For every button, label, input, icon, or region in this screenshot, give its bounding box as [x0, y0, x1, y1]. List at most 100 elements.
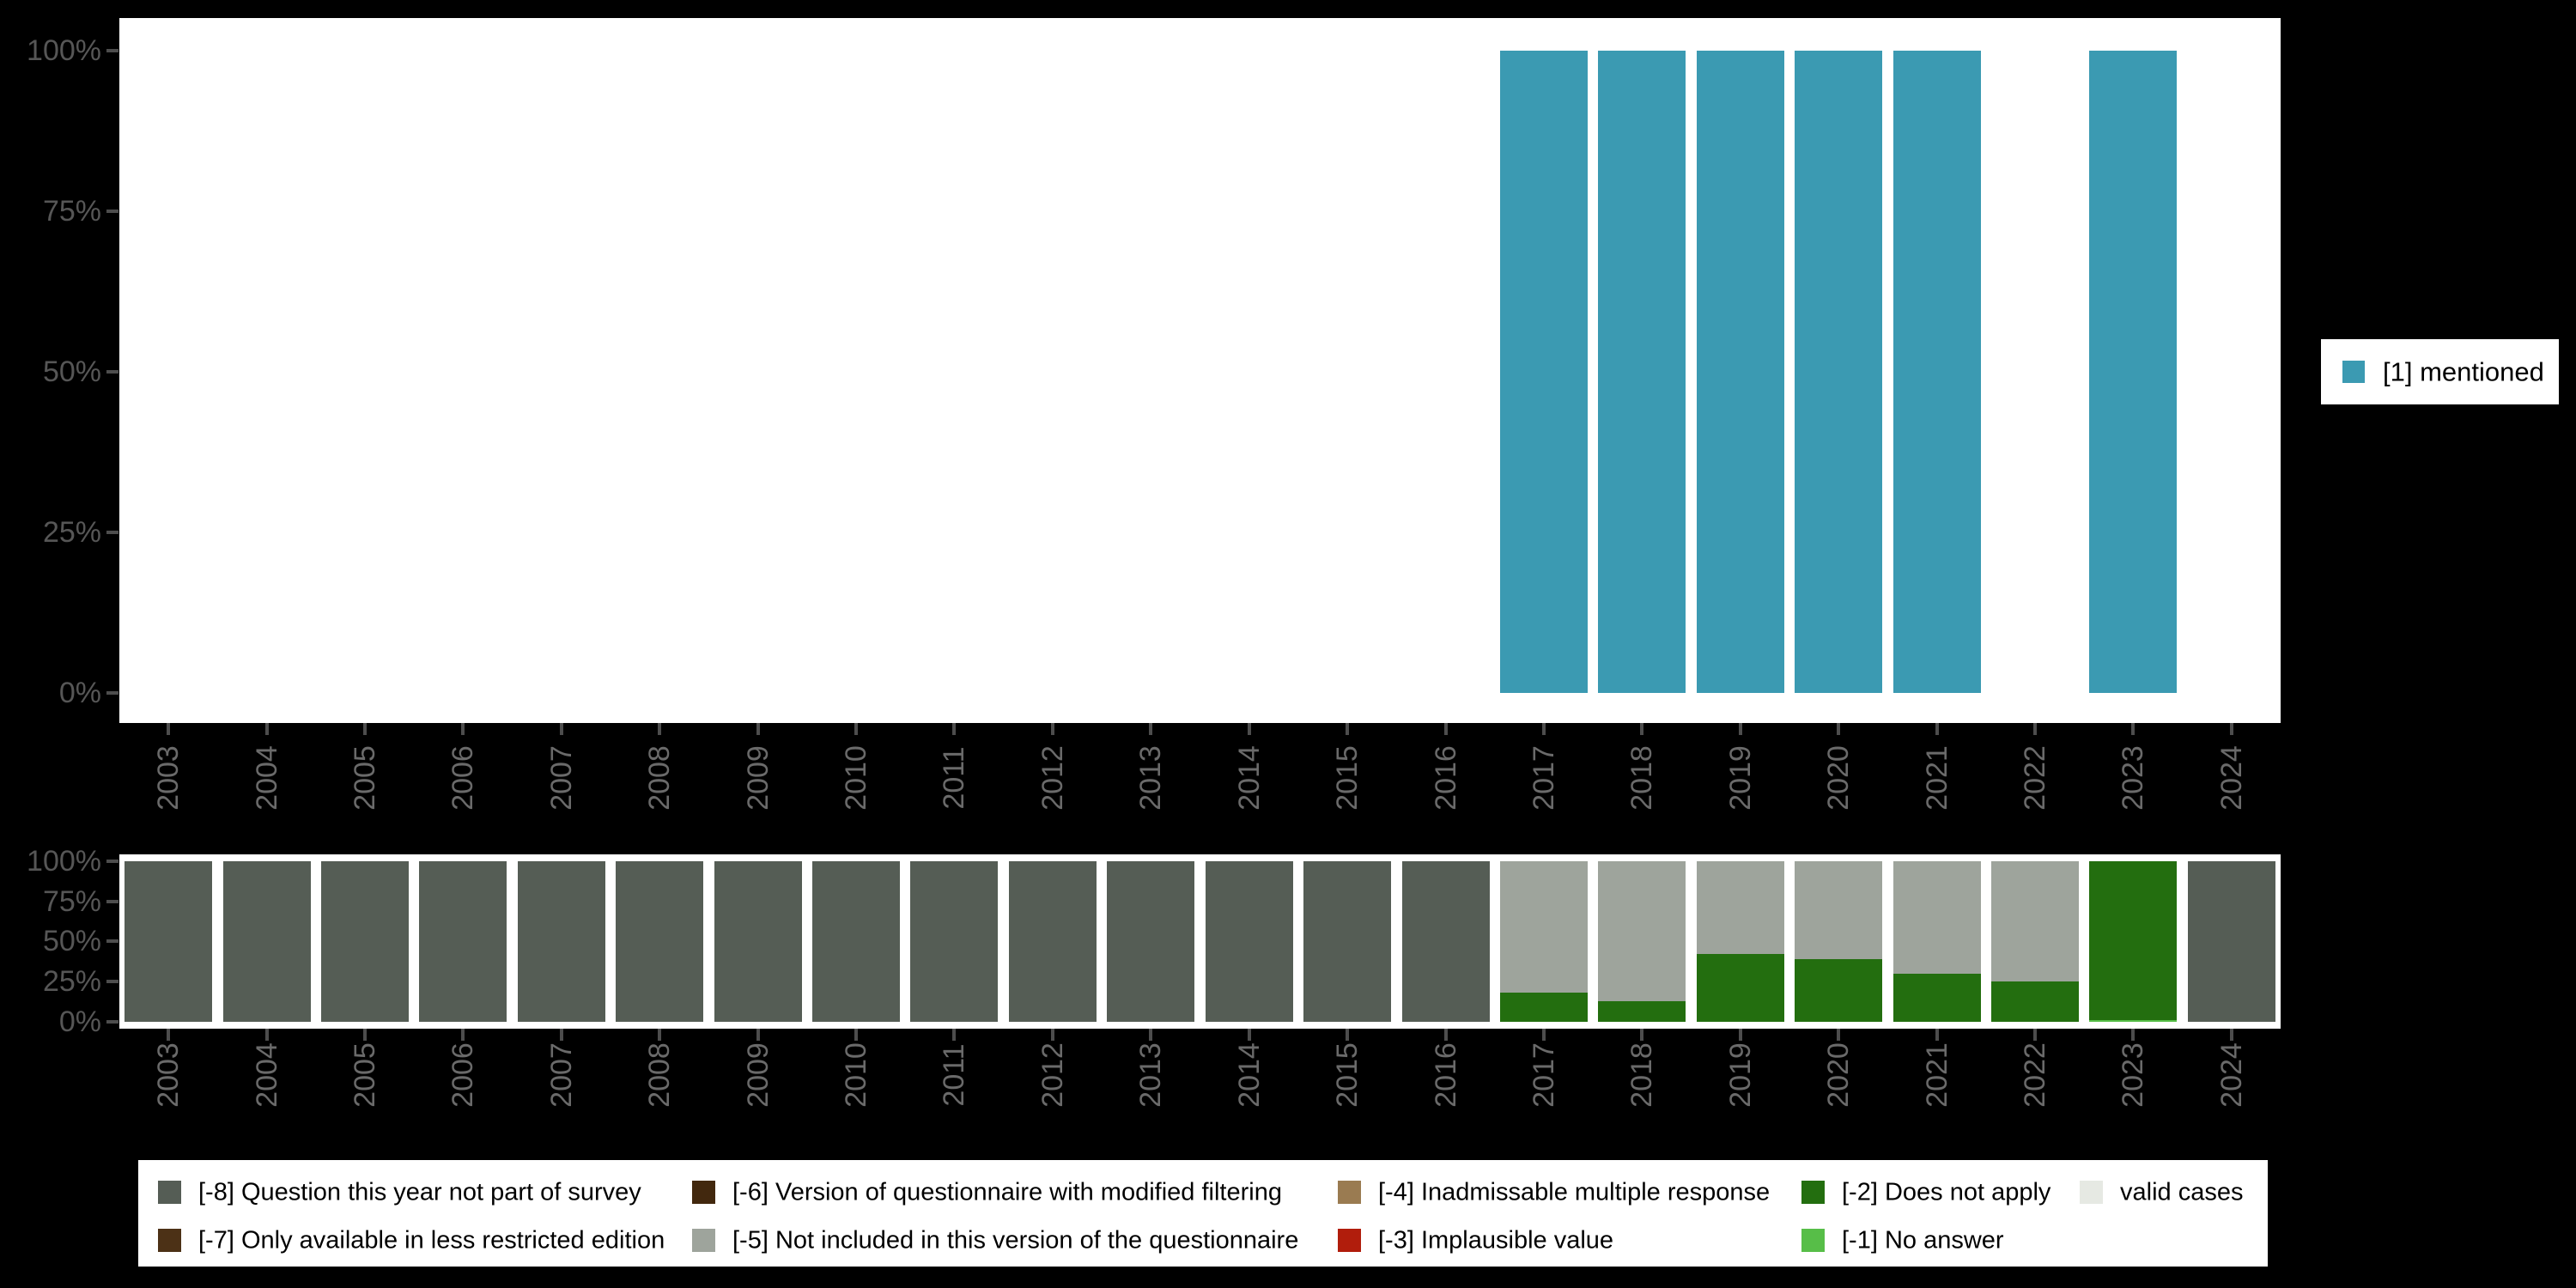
x-axis-label: 2009 — [741, 745, 775, 811]
legend-item-label: valid cases — [2120, 1178, 2244, 1206]
x-axis-label: 2019 — [1723, 745, 1757, 811]
x-axis-label: 2011 — [938, 746, 971, 810]
x-axis-tick — [1149, 1029, 1153, 1041]
y-axis-label: 0% — [58, 677, 101, 709]
x-axis-tick — [1050, 1029, 1054, 1041]
missing-segment — [2089, 861, 2178, 1021]
x-axis-tick — [2229, 1029, 2233, 1041]
legend-item-label: [-8] Question this year not part of surv… — [198, 1178, 641, 1206]
x-axis-tick — [1640, 1029, 1644, 1041]
legend-color-swatch-icon — [1801, 1181, 1825, 1204]
y-axis-label: 100% — [27, 845, 101, 878]
x-axis-tick — [1443, 723, 1448, 735]
x-axis-label: 2011 — [938, 1043, 971, 1107]
x-axis-label: 2018 — [1625, 1042, 1659, 1108]
x-axis-tick — [264, 1029, 269, 1041]
missing-segment — [1795, 861, 1883, 960]
y-axis-tick — [106, 691, 118, 695]
y-axis-tick — [106, 860, 118, 863]
x-axis-label: 2004 — [250, 1042, 283, 1108]
missing-segment — [1401, 861, 1490, 1022]
x-axis-label: 2020 — [1822, 1042, 1856, 1108]
x-axis-label: 2012 — [1036, 745, 1069, 811]
x-axis-tick — [1346, 1029, 1350, 1041]
x-axis-tick — [461, 723, 465, 735]
legend-item-label: [-1] No answer — [1842, 1226, 2004, 1255]
y-axis-label: 50% — [42, 355, 101, 388]
missing-segment — [1598, 861, 1686, 1001]
mentioned-legend: [1] mentioned — [2321, 339, 2559, 404]
y-axis-tick — [106, 980, 118, 983]
legend-color-swatch-icon — [2080, 1181, 2103, 1204]
x-axis-label: 2007 — [544, 745, 578, 811]
x-axis-label: 2023 — [2117, 1042, 2150, 1108]
legend-item-label: [-2] Does not apply — [1842, 1178, 2051, 1206]
x-axis-tick — [2032, 723, 2037, 735]
y-axis-tick — [106, 49, 118, 52]
y-axis-tick — [106, 1020, 118, 1024]
mentioned-bar — [1499, 51, 1588, 693]
x-axis-tick — [1050, 723, 1054, 735]
missing-segment — [2187, 861, 2275, 1022]
x-axis-tick — [756, 723, 760, 735]
x-axis-label: 2006 — [447, 1042, 480, 1108]
x-axis-tick — [1443, 1029, 1448, 1041]
x-axis-label: 2016 — [1429, 1042, 1462, 1108]
x-axis-tick — [461, 1029, 465, 1041]
x-axis-label: 2008 — [643, 745, 677, 811]
missing-segment — [321, 861, 410, 1022]
x-axis-tick — [559, 723, 563, 735]
legend-item-label: [-4] Inadmissable multiple response — [1378, 1178, 1771, 1206]
x-axis-tick — [1738, 1029, 1742, 1041]
x-axis-tick — [1541, 723, 1546, 735]
y-axis-tick — [106, 939, 118, 943]
mentioned-bar — [2089, 51, 2178, 693]
x-axis-tick — [2229, 723, 2233, 735]
y-axis-tick — [106, 531, 118, 534]
x-axis-tick — [264, 723, 269, 735]
legend-item-label: [-5] Not included in this version of the… — [732, 1226, 1299, 1255]
x-axis-tick — [1640, 723, 1644, 735]
missing-segment — [1499, 993, 1588, 1022]
mentioned-bar — [1893, 51, 1981, 693]
x-axis-label: 2014 — [1232, 1042, 1266, 1108]
x-axis-tick — [1541, 1029, 1546, 1041]
x-axis-label: 2024 — [2215, 745, 2248, 811]
x-axis-tick — [952, 723, 957, 735]
missing-segment — [1303, 861, 1392, 1022]
x-axis-tick — [658, 723, 662, 735]
x-axis-label: 2009 — [741, 1042, 775, 1108]
y-axis-label: 25% — [42, 965, 101, 998]
missing-segment — [1990, 861, 2079, 982]
y-axis-label: 25% — [42, 516, 101, 549]
x-axis-tick — [1935, 1029, 1939, 1041]
x-axis-tick — [167, 723, 171, 735]
missing-segment — [222, 861, 311, 1022]
x-axis-tick — [167, 1029, 171, 1041]
y-axis-label: 0% — [58, 1005, 101, 1038]
x-axis-label: 2019 — [1723, 1042, 1757, 1108]
x-axis-tick — [363, 1029, 368, 1041]
x-axis-tick — [363, 723, 368, 735]
missing-segment — [1893, 973, 1981, 1022]
x-axis-tick — [854, 1029, 859, 1041]
x-axis-tick — [1738, 723, 1742, 735]
missing-segment — [1696, 954, 1784, 1022]
missing-segment — [1893, 861, 1981, 974]
x-axis-tick — [854, 723, 859, 735]
missing-segment — [1107, 861, 1195, 1022]
x-axis-label: 2015 — [1331, 745, 1364, 811]
missing-segment — [419, 861, 507, 1022]
x-axis-tick — [1247, 1029, 1251, 1041]
x-axis-label: 2006 — [447, 745, 480, 811]
x-axis-tick — [1247, 723, 1251, 735]
mentioned-bar — [1696, 51, 1784, 693]
legend-color-swatch-icon — [1338, 1229, 1361, 1252]
legend-color-swatch-icon — [692, 1229, 715, 1252]
x-axis-label: 2003 — [152, 1042, 185, 1108]
x-axis-label: 2008 — [643, 1042, 677, 1108]
legend-item-label: [-7] Only available in less restricted e… — [198, 1226, 665, 1255]
x-axis-tick — [559, 1029, 563, 1041]
x-axis-tick — [1935, 723, 1939, 735]
